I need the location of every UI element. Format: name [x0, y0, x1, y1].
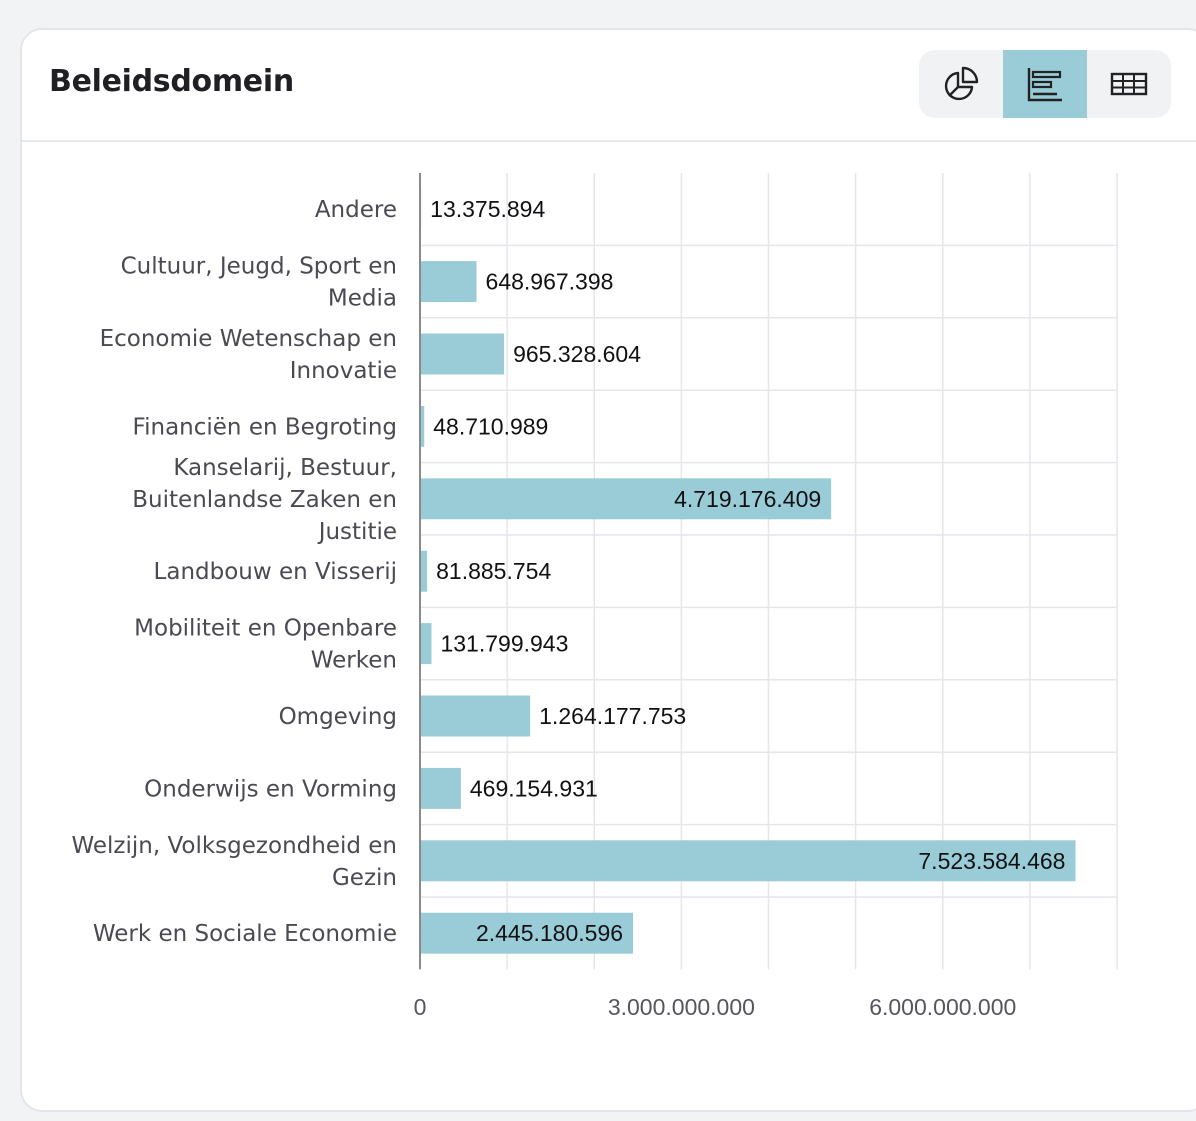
pie-chart-icon: [944, 66, 979, 101]
bar: [420, 478, 832, 520]
category-label-line: Welzijn, Volksgezondheid en: [71, 833, 397, 859]
category-label: Mobiliteit en Openbare Werken: [134, 616, 397, 674]
category-label-line: Kanselarij, Bestuur,: [173, 455, 397, 481]
view-switcher: [919, 50, 1171, 118]
category-label: Landbouw en Visserij: [154, 559, 397, 585]
category-label-line: Mobiliteit en Openbare: [134, 616, 397, 642]
bar: [420, 623, 432, 665]
bar-value-label: 81.885.754: [436, 558, 551, 584]
bar: [420, 840, 1076, 882]
category-label-line: Omgeving: [279, 704, 397, 730]
card-header: Beleidsdomein: [22, 30, 1196, 142]
category-label-line: Cultuur, Jeugd, Sport en: [121, 254, 397, 280]
bar-value-label: 469.154.931: [470, 775, 598, 801]
bar: [420, 695, 531, 737]
category-label: Financiën en Begroting: [133, 414, 397, 440]
category-label: Welzijn, Volksgezondheid en Gezin: [71, 833, 397, 891]
x-tick-label: 0: [414, 994, 427, 1020]
category-label: Omgeving: [279, 704, 397, 730]
category-label-line: Onderwijs en Vorming: [144, 776, 397, 802]
bar-value-label: 131.799.943: [440, 631, 568, 657]
bar-chart-icon: [1027, 68, 1062, 102]
bar-value-label: 7.523.584.468: [918, 848, 1065, 874]
category-label-line: Werk en Sociale Economie: [93, 921, 397, 947]
category-label: Onderwijs en Vorming: [144, 776, 397, 802]
x-tick-label: 6.000.000.000: [869, 994, 1016, 1020]
bar: [420, 912, 634, 954]
category-label: Economie Wetenschap en Innovatie: [100, 326, 397, 384]
x-tick-label: 3.000.000.000: [608, 994, 755, 1020]
bar-view-button[interactable]: [1003, 50, 1087, 118]
bar-value-label: 648.967.398: [486, 269, 614, 295]
bar: [420, 550, 428, 592]
bar-value-label: 13.375.894: [430, 196, 545, 222]
card-title: Beleidsdomein: [49, 64, 294, 99]
bar: [420, 333, 505, 375]
bar-value-label: 2.445.180.596: [476, 920, 623, 946]
pie-view-button[interactable]: [919, 50, 1003, 118]
bar: [420, 261, 477, 303]
category-label: Werk en Sociale Economie: [93, 921, 397, 947]
category-label: Cultuur, Jeugd, Sport en Media: [121, 254, 397, 312]
bar: [420, 405, 425, 447]
category-label-line: Economie Wetenschap en: [100, 326, 397, 352]
category-label: Kanselarij, Bestuur, Buitenlandse Zaken e…: [132, 455, 397, 545]
bar-value-label: 4.719.176.409: [674, 486, 821, 512]
bar: [420, 767, 461, 809]
bar-value-label: 965.328.604: [513, 341, 641, 367]
category-label: Andere: [315, 197, 397, 223]
category-label-line: Media: [328, 286, 397, 312]
category-label-line: Werken: [311, 648, 397, 674]
category-label-line: Buitenlandse Zaken en: [132, 487, 397, 513]
category-label-line: Innovatie: [290, 358, 397, 384]
category-label-line: Gezin: [332, 865, 397, 891]
category-label-line: Financiën en Begroting: [133, 414, 397, 440]
table-icon: [1110, 72, 1148, 96]
table-view-button[interactable]: [1087, 50, 1171, 118]
bar-value-label: 48.710.989: [433, 413, 548, 439]
category-label-line: Justitie: [317, 519, 397, 545]
bar-value-label: 1.264.177.753: [539, 703, 686, 729]
category-label-line: Andere: [315, 197, 397, 223]
category-label-line: Landbouw en Visserij: [154, 559, 397, 585]
